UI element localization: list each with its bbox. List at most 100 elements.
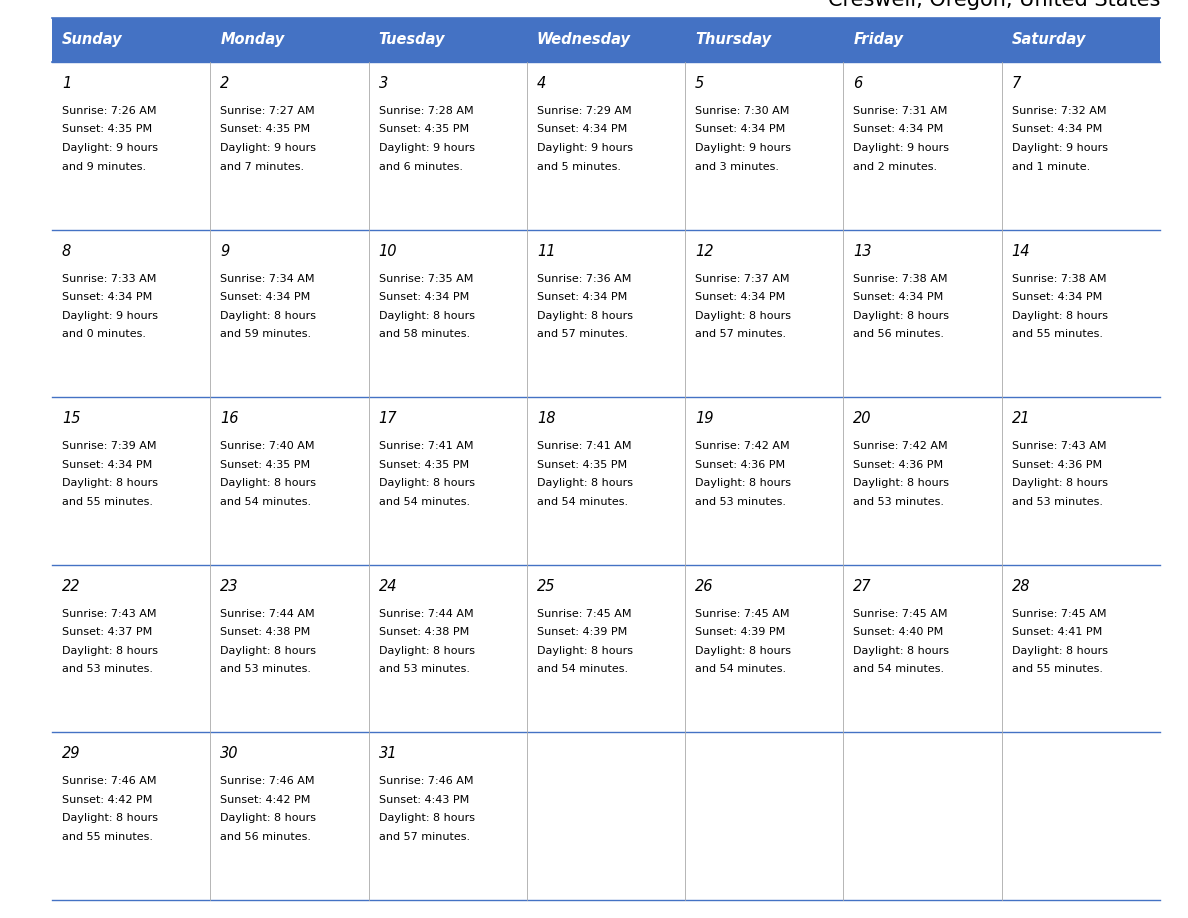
- Text: Daylight: 8 hours: Daylight: 8 hours: [695, 310, 791, 320]
- Text: Daylight: 8 hours: Daylight: 8 hours: [220, 645, 316, 655]
- Bar: [52, 397, 1159, 565]
- Text: Sunset: 4:37 PM: Sunset: 4:37 PM: [62, 627, 152, 637]
- Text: Daylight: 8 hours: Daylight: 8 hours: [853, 645, 949, 655]
- Text: Daylight: 9 hours: Daylight: 9 hours: [695, 143, 791, 153]
- Bar: [52, 62, 1159, 230]
- Text: Daylight: 8 hours: Daylight: 8 hours: [379, 310, 474, 320]
- Text: 2: 2: [220, 76, 229, 91]
- Bar: [843, 18, 1001, 62]
- Text: Sunset: 4:35 PM: Sunset: 4:35 PM: [537, 460, 627, 470]
- Text: Daylight: 9 hours: Daylight: 9 hours: [853, 143, 949, 153]
- Text: Sunrise: 7:38 AM: Sunrise: 7:38 AM: [1012, 274, 1106, 284]
- Text: Daylight: 8 hours: Daylight: 8 hours: [1012, 478, 1107, 488]
- Text: and 54 minutes.: and 54 minutes.: [537, 497, 628, 507]
- Text: Sunrise: 7:31 AM: Sunrise: 7:31 AM: [853, 106, 948, 116]
- Text: Daylight: 8 hours: Daylight: 8 hours: [695, 478, 791, 488]
- Text: and 54 minutes.: and 54 minutes.: [379, 497, 469, 507]
- Text: Sunrise: 7:40 AM: Sunrise: 7:40 AM: [220, 442, 315, 452]
- Text: Sunset: 4:35 PM: Sunset: 4:35 PM: [220, 460, 310, 470]
- Text: Daylight: 8 hours: Daylight: 8 hours: [853, 310, 949, 320]
- Text: Creswell, Oregon, United States: Creswell, Oregon, United States: [828, 0, 1159, 10]
- Text: 29: 29: [62, 746, 81, 761]
- Text: Sunset: 4:36 PM: Sunset: 4:36 PM: [1012, 460, 1101, 470]
- Text: Sunset: 4:36 PM: Sunset: 4:36 PM: [853, 460, 943, 470]
- Text: Sunset: 4:38 PM: Sunset: 4:38 PM: [379, 627, 469, 637]
- Text: Sunrise: 7:42 AM: Sunrise: 7:42 AM: [853, 442, 948, 452]
- Text: 1: 1: [62, 76, 71, 91]
- Text: Daylight: 8 hours: Daylight: 8 hours: [220, 813, 316, 823]
- Text: and 7 minutes.: and 7 minutes.: [220, 162, 304, 172]
- Bar: [210, 18, 368, 62]
- Text: Sunset: 4:34 PM: Sunset: 4:34 PM: [537, 292, 627, 302]
- Text: 6: 6: [853, 76, 862, 91]
- Text: and 53 minutes.: and 53 minutes.: [62, 665, 153, 675]
- Text: Tuesday: Tuesday: [379, 32, 446, 48]
- Text: Daylight: 8 hours: Daylight: 8 hours: [1012, 645, 1107, 655]
- Text: Daylight: 8 hours: Daylight: 8 hours: [537, 478, 633, 488]
- Text: Sunrise: 7:45 AM: Sunrise: 7:45 AM: [537, 609, 631, 619]
- Text: 12: 12: [695, 243, 714, 259]
- Text: Sunset: 4:34 PM: Sunset: 4:34 PM: [695, 125, 785, 135]
- Text: and 1 minute.: and 1 minute.: [1012, 162, 1089, 172]
- Text: and 59 minutes.: and 59 minutes.: [220, 329, 311, 339]
- Text: Sunrise: 7:45 AM: Sunrise: 7:45 AM: [695, 609, 790, 619]
- Text: Daylight: 8 hours: Daylight: 8 hours: [379, 813, 474, 823]
- Text: Monday: Monday: [220, 32, 285, 48]
- Text: Sunrise: 7:36 AM: Sunrise: 7:36 AM: [537, 274, 631, 284]
- Text: 31: 31: [379, 746, 397, 761]
- Bar: [685, 18, 843, 62]
- Text: Daylight: 9 hours: Daylight: 9 hours: [220, 143, 316, 153]
- Text: Sunrise: 7:38 AM: Sunrise: 7:38 AM: [853, 274, 948, 284]
- Bar: [368, 18, 526, 62]
- Text: Daylight: 8 hours: Daylight: 8 hours: [537, 645, 633, 655]
- Text: Daylight: 8 hours: Daylight: 8 hours: [379, 645, 474, 655]
- Text: Sunrise: 7:44 AM: Sunrise: 7:44 AM: [220, 609, 315, 619]
- Text: 11: 11: [537, 243, 555, 259]
- Text: Sunset: 4:39 PM: Sunset: 4:39 PM: [537, 627, 627, 637]
- Text: and 56 minutes.: and 56 minutes.: [853, 329, 944, 339]
- Text: Sunset: 4:36 PM: Sunset: 4:36 PM: [695, 460, 785, 470]
- Text: 18: 18: [537, 411, 555, 426]
- Text: Sunset: 4:35 PM: Sunset: 4:35 PM: [62, 125, 152, 135]
- Text: Daylight: 9 hours: Daylight: 9 hours: [62, 310, 158, 320]
- Text: 4: 4: [537, 76, 546, 91]
- Text: Sunrise: 7:41 AM: Sunrise: 7:41 AM: [537, 442, 631, 452]
- Text: Daylight: 8 hours: Daylight: 8 hours: [1012, 310, 1107, 320]
- Text: 10: 10: [379, 243, 397, 259]
- Text: 25: 25: [537, 579, 555, 594]
- Text: 14: 14: [1012, 243, 1030, 259]
- Text: Sunset: 4:40 PM: Sunset: 4:40 PM: [853, 627, 943, 637]
- Text: and 55 minutes.: and 55 minutes.: [62, 497, 153, 507]
- Text: 30: 30: [220, 746, 239, 761]
- Text: and 53 minutes.: and 53 minutes.: [379, 665, 469, 675]
- Text: Sunrise: 7:30 AM: Sunrise: 7:30 AM: [695, 106, 790, 116]
- Text: Sunrise: 7:46 AM: Sunrise: 7:46 AM: [62, 777, 157, 787]
- Text: and 54 minutes.: and 54 minutes.: [853, 665, 944, 675]
- Bar: [526, 18, 685, 62]
- Text: and 53 minutes.: and 53 minutes.: [1012, 497, 1102, 507]
- Text: Sunset: 4:41 PM: Sunset: 4:41 PM: [1012, 627, 1102, 637]
- Text: 17: 17: [379, 411, 397, 426]
- Text: Daylight: 8 hours: Daylight: 8 hours: [62, 478, 158, 488]
- Text: and 54 minutes.: and 54 minutes.: [537, 665, 628, 675]
- Text: 24: 24: [379, 579, 397, 594]
- Text: Daylight: 8 hours: Daylight: 8 hours: [62, 813, 158, 823]
- Text: Sunset: 4:34 PM: Sunset: 4:34 PM: [220, 292, 310, 302]
- Text: and 57 minutes.: and 57 minutes.: [379, 832, 469, 842]
- Text: and 57 minutes.: and 57 minutes.: [695, 329, 786, 339]
- Text: and 53 minutes.: and 53 minutes.: [853, 497, 944, 507]
- Text: Sunrise: 7:28 AM: Sunrise: 7:28 AM: [379, 106, 473, 116]
- Text: 8: 8: [62, 243, 71, 259]
- Text: Sunrise: 7:42 AM: Sunrise: 7:42 AM: [695, 442, 790, 452]
- Text: Daylight: 8 hours: Daylight: 8 hours: [537, 310, 633, 320]
- Text: and 54 minutes.: and 54 minutes.: [220, 497, 311, 507]
- Text: 13: 13: [853, 243, 872, 259]
- Text: Sunrise: 7:26 AM: Sunrise: 7:26 AM: [62, 106, 157, 116]
- Text: and 6 minutes.: and 6 minutes.: [379, 162, 462, 172]
- Text: Sunrise: 7:45 AM: Sunrise: 7:45 AM: [1012, 609, 1106, 619]
- Text: Daylight: 9 hours: Daylight: 9 hours: [537, 143, 633, 153]
- Text: Sunset: 4:35 PM: Sunset: 4:35 PM: [379, 460, 469, 470]
- Text: Daylight: 9 hours: Daylight: 9 hours: [379, 143, 474, 153]
- Text: Daylight: 9 hours: Daylight: 9 hours: [62, 143, 158, 153]
- Text: Daylight: 8 hours: Daylight: 8 hours: [853, 478, 949, 488]
